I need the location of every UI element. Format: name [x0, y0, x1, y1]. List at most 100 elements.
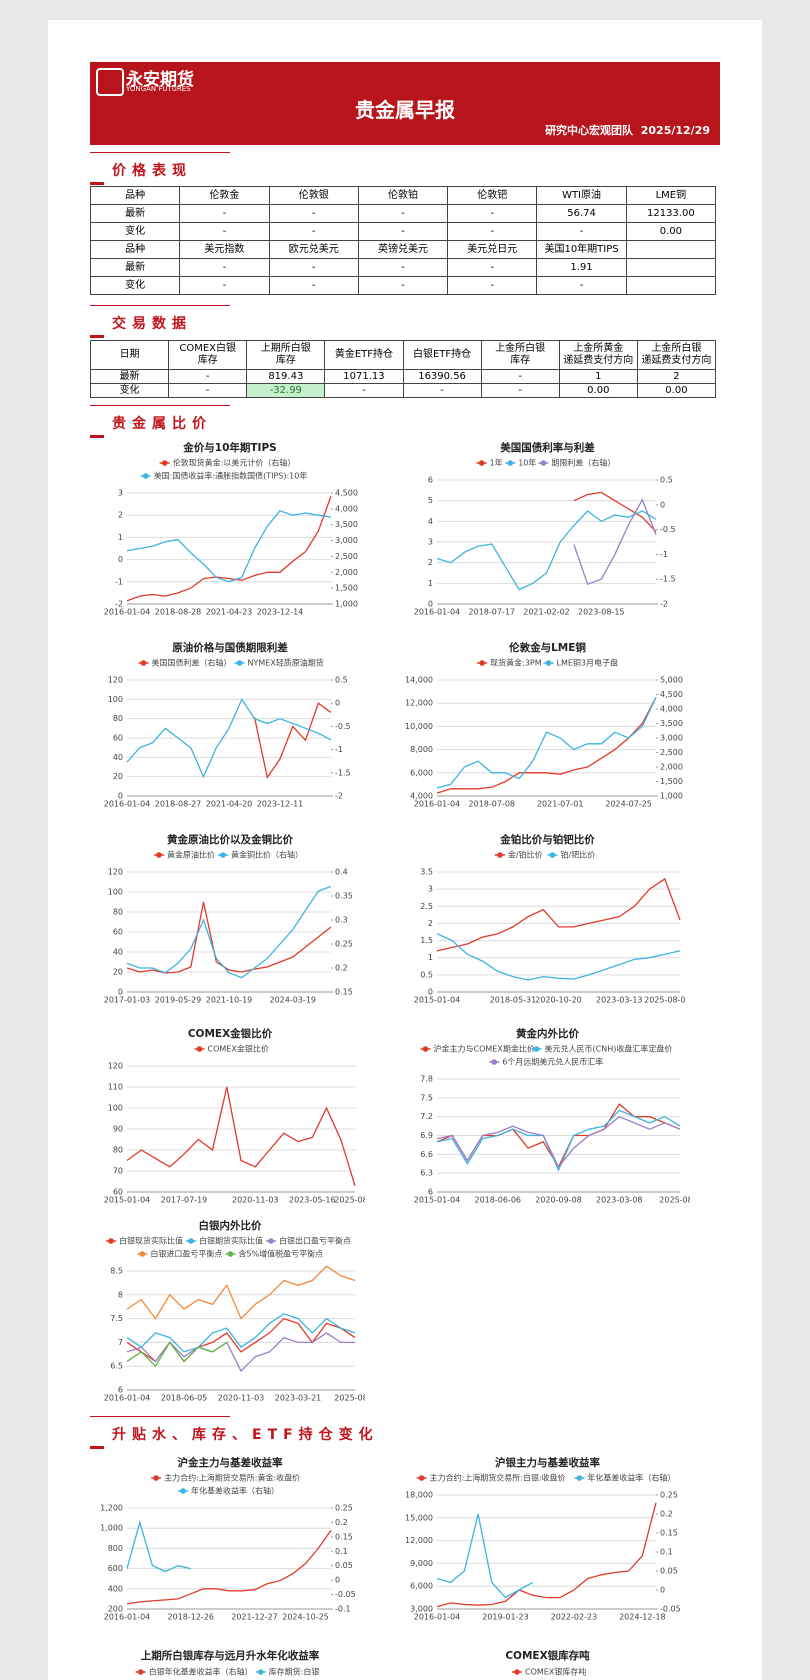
series-line [436, 510, 657, 591]
x-tick-label: 2025-08-0 [334, 1196, 365, 1205]
section-mark [90, 182, 104, 185]
chart-title: 伦敦金与LME铜 [508, 641, 586, 654]
x-tick-label: 2018-12-26 [168, 1613, 215, 1622]
y-tick-label: 7.5 [110, 1314, 123, 1323]
table-cell: 变化 [89, 222, 181, 241]
y2-tick-label: 0.25 [335, 1504, 353, 1513]
x-tick-label: 2016-01-04 [104, 1394, 151, 1403]
legend-swatch [479, 660, 485, 666]
legend-swatch [478, 460, 485, 466]
y-tick-label: 12,000 [405, 699, 433, 708]
legend-label: COMEX银库存吨 [525, 1667, 586, 1677]
y-tick-label: 90 [113, 1125, 123, 1134]
x-tick-label: 2023-05-16 [289, 1196, 336, 1205]
y-tick-label: 6 [118, 1386, 123, 1395]
chart-title: 美国国债利率与利差 [500, 441, 595, 454]
y2-tick-label: 2,500 [660, 748, 683, 757]
table-cell: 白银ETF持仓 [402, 340, 482, 370]
chart: 金价与10年期TIPS 伦敦现货黄金:以美元计价（右轴） 美国:国债收益率:通胀指数… [104, 441, 358, 617]
y-tick-label: 20 [113, 968, 123, 977]
table-cell: 品种 [89, 186, 181, 205]
y-tick-label: 2.5 [420, 902, 433, 911]
table-cell: 品种 [89, 240, 181, 259]
y-tick-label: 0 [118, 792, 123, 801]
x-tick-label: 2023-03-08 [596, 1196, 643, 1205]
y-tick-label: 3 [428, 885, 433, 894]
y-tick-label: 400 [108, 1584, 123, 1593]
y-tick-label: 7.2 [420, 1112, 433, 1121]
table-cell: - [357, 204, 449, 223]
chart-title: 原油价格与国债期限利差 [172, 641, 288, 654]
y-tick-label: 0 [118, 555, 123, 564]
series-line [126, 495, 332, 602]
y2-tick-label: 3,500 [660, 719, 683, 728]
legend-swatch [180, 1488, 186, 1494]
table-cell: - [357, 222, 449, 241]
legend-swatch [268, 1238, 274, 1244]
x-tick-label: 2021-10-19 [206, 996, 253, 1005]
legend-swatch [188, 1238, 194, 1244]
chart-title: 白银内外比价 [199, 1219, 262, 1232]
legend-swatch [236, 660, 243, 666]
table-row: 品种 伦敦金 伦敦银 伦敦铂 伦敦钯 WTI原油 LME铜 [89, 186, 717, 205]
y-tick-label: 60 [113, 928, 123, 937]
x-tick-label: 2017-07-19 [161, 1196, 208, 1205]
x-tick-label: 2025-08-0 [334, 1394, 365, 1403]
y2-tick-label: 0.5 [335, 676, 348, 685]
y2-tick-label: 0.25 [660, 1491, 678, 1500]
section-rule [90, 405, 230, 406]
y-tick-label: 4 [428, 517, 433, 526]
series-line [126, 901, 332, 974]
y-tick-label: 0 [428, 600, 433, 609]
table-cell: LME铜 [625, 186, 717, 205]
legend-label: 白银年化基差收益率（右轴） [149, 1667, 253, 1677]
x-tick-label: 2024-07-25 [605, 800, 652, 809]
legend-swatch [533, 1046, 540, 1052]
table-cell: 16390.56 [402, 369, 482, 384]
legend-swatch [227, 1251, 234, 1257]
section-title: 贵金属比价 [112, 416, 212, 432]
x-tick-label: 2021-02-02 [523, 608, 570, 617]
y-tick-label: 4,000 [410, 792, 433, 801]
legend-swatch [540, 460, 547, 466]
y2-tick-label: 0.3 [335, 916, 348, 925]
table-cell: - [179, 276, 270, 295]
y2-tick-label: 0.05 [660, 1567, 678, 1576]
table-cell: - [447, 222, 538, 241]
y2-tick-label: 1,500 [660, 777, 683, 786]
y2-tick-label: 5,000 [660, 676, 683, 685]
legend-label: 10年 [518, 458, 536, 468]
table-cell: 最新 [89, 204, 181, 223]
legend-label: 主力合约:上海期货交易所:白银:收盘价 [430, 1473, 566, 1483]
table-cell: - [168, 383, 248, 398]
table-cell: 英镑兑美元 [357, 240, 449, 259]
table-row: 品种 美元指数 欧元兑美元 英镑兑美元 美元兑日元 美国10年期TIPS [89, 240, 717, 259]
table-cell: - [357, 276, 449, 295]
y-tick-label: 6.9 [420, 1131, 433, 1140]
legend-label: 白银期货实际比值 [199, 1236, 263, 1246]
table-cell: 上金所白银 库存 [480, 340, 560, 370]
x-tick-label: 2023-08-15 [578, 608, 625, 617]
series-line [436, 1502, 657, 1608]
x-tick-label: 2025-08-0 [659, 1196, 690, 1205]
legend-label: 主力合约:上海期货交易所:黄金:收盘价 [164, 1473, 300, 1483]
y-tick-label: 12,000 [405, 1536, 433, 1545]
x-tick-label: 2020-11-03 [218, 1394, 265, 1403]
legend-label: 伦敦现货黄金:以美元计价（右轴） [173, 458, 296, 468]
section-title: 交易数据 [112, 316, 192, 332]
section-rule [90, 305, 230, 306]
legend-label: 铂/钯比价 [561, 850, 596, 860]
chart-title: 沪金主力与基差收益率 [178, 1456, 283, 1469]
y2-tick-label: 0.4 [335, 868, 348, 877]
table-cell: - [268, 222, 359, 241]
y-tick-label: 6 [428, 1188, 433, 1197]
y-tick-label: 15,000 [405, 1513, 433, 1522]
table-cell: - [179, 258, 270, 277]
chart: 沪金主力与基差收益率主力合约:上海期货交易所:黄金:收盘价年化基差收益率（右轴）… [100, 1456, 356, 1622]
table-cell: -32.99 [246, 383, 326, 398]
y-tick-label: 0 [118, 988, 123, 997]
y2-tick-label: -0.5 [660, 525, 676, 534]
table-cell: 12133.00 [625, 204, 717, 223]
legend-swatch [491, 1059, 497, 1065]
